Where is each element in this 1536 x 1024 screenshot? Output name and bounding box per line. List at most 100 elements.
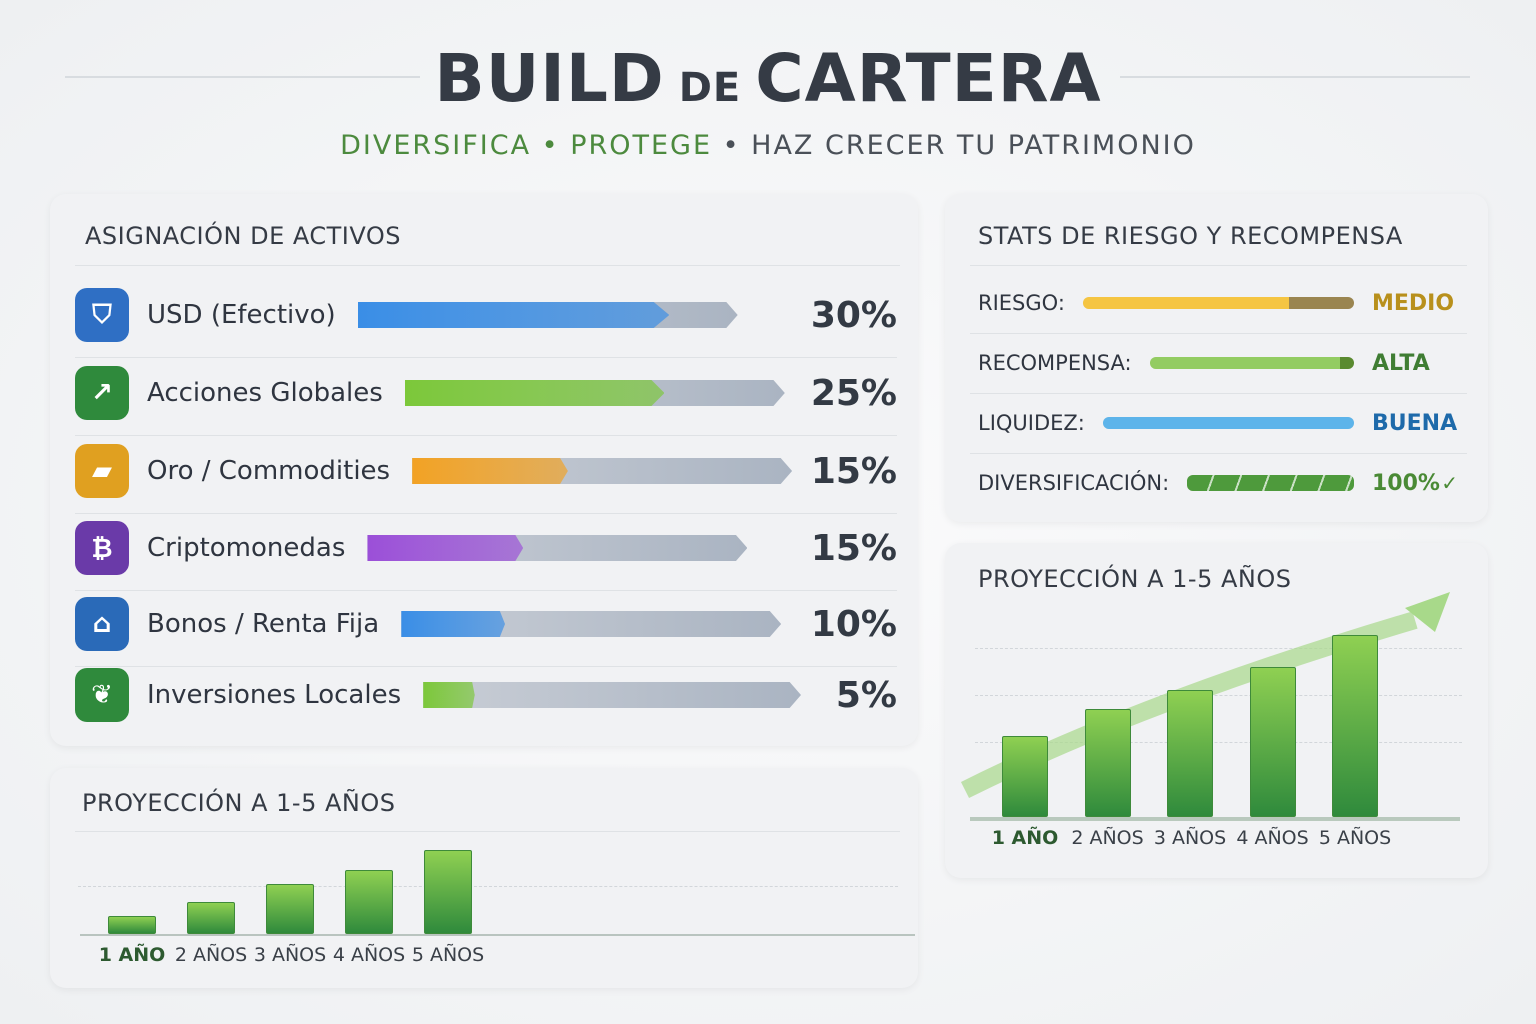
allocation-bar-fill xyxy=(412,458,568,484)
x-tick-label: 3 AÑOS xyxy=(253,944,327,966)
divider xyxy=(75,831,900,832)
gold-bars-icon: ▰ xyxy=(75,444,129,498)
stat-bar xyxy=(1082,297,1354,309)
x-tick-label: 2 AÑOS xyxy=(1071,827,1144,849)
stat-row: RIESGO: MEDIO xyxy=(978,283,1458,323)
stat-row: DIVERSIFICACIÓN: 100% ✓ xyxy=(978,463,1458,503)
stat-bar xyxy=(1149,357,1354,369)
projection-bar xyxy=(1249,667,1296,817)
bank-icon: ⌂ xyxy=(75,597,129,651)
projection-bar xyxy=(424,850,472,934)
x-tick-label: 3 AÑOS xyxy=(1153,827,1227,849)
stat-bar xyxy=(1102,417,1354,429)
divider xyxy=(75,265,900,266)
stat-row: RECOMPENSA: ALTA xyxy=(978,343,1458,383)
allocation-bar xyxy=(423,682,801,708)
allocation-bar xyxy=(401,611,782,637)
stat-label: RECOMPENSA: xyxy=(978,351,1132,375)
allocation-row: ↗ Acciones Globales 25% xyxy=(75,363,897,423)
x-tick-label: 5 AÑOS xyxy=(411,944,485,966)
allocation-title: ASIGNACIÓN DE ACTIVOS xyxy=(85,222,401,250)
x-axis xyxy=(970,817,1460,821)
divider xyxy=(970,393,1467,394)
stat-value: 100% xyxy=(1372,470,1440,496)
asset-label: Oro / Commodities xyxy=(147,456,391,486)
allocation-percent: 25% xyxy=(810,372,897,414)
asset-label: Acciones Globales xyxy=(147,378,383,408)
stat-value: MEDIO xyxy=(1372,290,1455,316)
allocation-bar-fill xyxy=(357,302,670,328)
check-icon: ✓ xyxy=(1441,471,1458,495)
stat-label: LIQUIDEZ: xyxy=(978,411,1085,435)
allocation-bar xyxy=(357,302,738,328)
projection-bar xyxy=(1002,736,1048,817)
projection-title-small: PROYECCIÓN A 1-5 AÑOS xyxy=(82,789,396,817)
allocation-bar-fill xyxy=(401,611,506,637)
allocation-row: ⌂ Bonos / Renta Fija 10% xyxy=(75,594,897,654)
allocation-percent: 10% xyxy=(810,603,897,645)
stats-title: STATS DE RIESGO Y RECOMPENSA xyxy=(978,222,1403,250)
projection-title-large: PROYECCIÓN A 1-5 AÑOS xyxy=(978,565,1292,593)
stat-bar-fill xyxy=(1149,357,1340,369)
asset-label: Inversiones Locales xyxy=(147,680,402,710)
stat-label: DIVERSIFICACIÓN: xyxy=(978,471,1170,495)
x-tick-label: 2 AÑOS xyxy=(174,944,248,966)
projection-bar xyxy=(108,916,156,934)
stat-bar xyxy=(1187,475,1354,491)
stat-row: LIQUIDEZ: BUENA xyxy=(978,403,1458,443)
x-tick-label: 5 AÑOS xyxy=(1318,827,1392,849)
x-axis xyxy=(80,934,915,936)
subtitle: DIVERSIFICA • PROTEGE • HAZ CRECER TU PA… xyxy=(340,130,1196,161)
title-rule-right xyxy=(1120,76,1470,78)
divider xyxy=(75,590,897,591)
divider xyxy=(970,453,1467,454)
bitcoin-icon: ₿ xyxy=(75,521,129,575)
projection-bar xyxy=(187,902,235,934)
allocation-row: ⛉ USD (Efectivo) 30% xyxy=(75,285,897,345)
asset-label: Bonos / Renta Fija xyxy=(147,609,380,639)
asset-label: USD (Efectivo) xyxy=(147,300,336,330)
page-title: BUILD DE CARTERA xyxy=(434,40,1102,117)
stat-value: ALTA xyxy=(1372,350,1430,376)
divider xyxy=(970,333,1467,334)
allocation-bar xyxy=(404,380,785,406)
stat-label: RIESGO: xyxy=(978,291,1065,315)
stat-value: BUENA xyxy=(1372,410,1458,436)
allocation-bar xyxy=(367,535,748,561)
allocation-bar-fill xyxy=(367,535,524,561)
growth-arrow-icon: ↗ xyxy=(75,366,129,420)
projection-panel-large xyxy=(945,543,1488,878)
divider xyxy=(970,265,1467,266)
divider xyxy=(75,435,897,436)
projection-bar xyxy=(345,870,393,934)
asset-label: Criptomonedas xyxy=(147,533,346,563)
allocation-bar xyxy=(412,458,793,484)
gridline xyxy=(975,742,1462,743)
allocation-row: ▰ Oro / Commodities 15% xyxy=(75,441,897,501)
x-tick-label: 4 AÑOS xyxy=(1236,827,1309,849)
leaf-icon: ❦ xyxy=(75,668,129,722)
allocation-bar-fill xyxy=(423,682,475,708)
projection-bar xyxy=(266,884,314,934)
gridline xyxy=(78,886,898,887)
x-tick-label: 1 AÑO xyxy=(991,827,1059,849)
projection-bar xyxy=(1084,709,1131,817)
projection-panel-small xyxy=(50,768,918,988)
divider xyxy=(75,513,897,514)
title-rule-left xyxy=(65,76,420,78)
x-tick-label: 4 AÑOS xyxy=(332,944,406,966)
allocation-percent: 5% xyxy=(835,674,897,716)
stat-bar-fill xyxy=(1102,417,1354,429)
gridline xyxy=(975,695,1462,696)
allocation-bar-fill xyxy=(404,380,665,406)
allocation-percent: 30% xyxy=(810,294,897,336)
stat-bar-fill xyxy=(1082,297,1289,309)
x-tick-label: 1 AÑO xyxy=(98,944,166,966)
projection-bar xyxy=(1332,635,1378,817)
allocation-row: ₿ Criptomonedas 15% xyxy=(75,518,897,578)
shield-icon: ⛉ xyxy=(75,288,129,342)
allocation-row: ❦ Inversiones Locales 5% xyxy=(75,665,897,725)
allocation-percent: 15% xyxy=(810,527,897,569)
divider xyxy=(75,357,897,358)
stat-bar-fill xyxy=(1187,475,1354,491)
